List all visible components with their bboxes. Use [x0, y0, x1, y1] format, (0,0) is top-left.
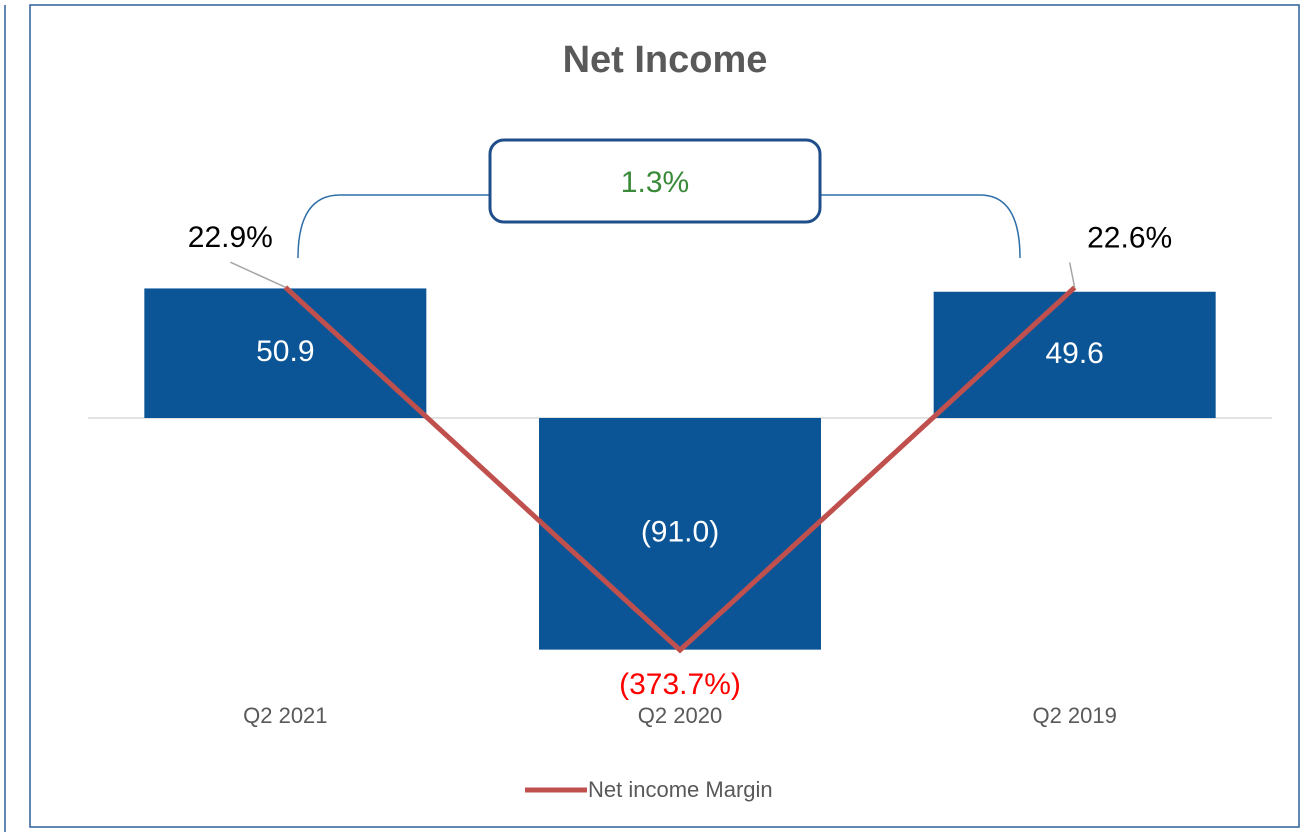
x-tick-label: Q2 2020: [638, 703, 722, 728]
bar-value-label: 49.6: [1045, 337, 1103, 370]
chart-title: Net Income: [563, 39, 768, 81]
leader-line: [1068, 262, 1076, 288]
line-value-label: 22.6%: [1087, 221, 1172, 254]
x-tick-label: Q2 2021: [243, 703, 327, 728]
legend-label: Net income Margin: [588, 777, 773, 802]
chart-frame: [29, 4, 1300, 828]
line-value-label: (373.7%): [619, 668, 741, 701]
line: [283, 285, 1077, 654]
bar: [144, 288, 427, 418]
bar-value-label: 50.9: [256, 335, 314, 368]
annotation-box: [488, 138, 822, 224]
bracket: [297, 194, 1021, 259]
bar-value-label: (91.0): [641, 516, 719, 549]
line-value-label: 22.9%: [188, 221, 273, 254]
leader-line: [230, 261, 286, 288]
bar: [933, 291, 1216, 418]
bar: [539, 418, 821, 650]
annotation: 1.3%: [621, 166, 689, 199]
x-tick-label: Q2 2019: [1032, 703, 1116, 728]
